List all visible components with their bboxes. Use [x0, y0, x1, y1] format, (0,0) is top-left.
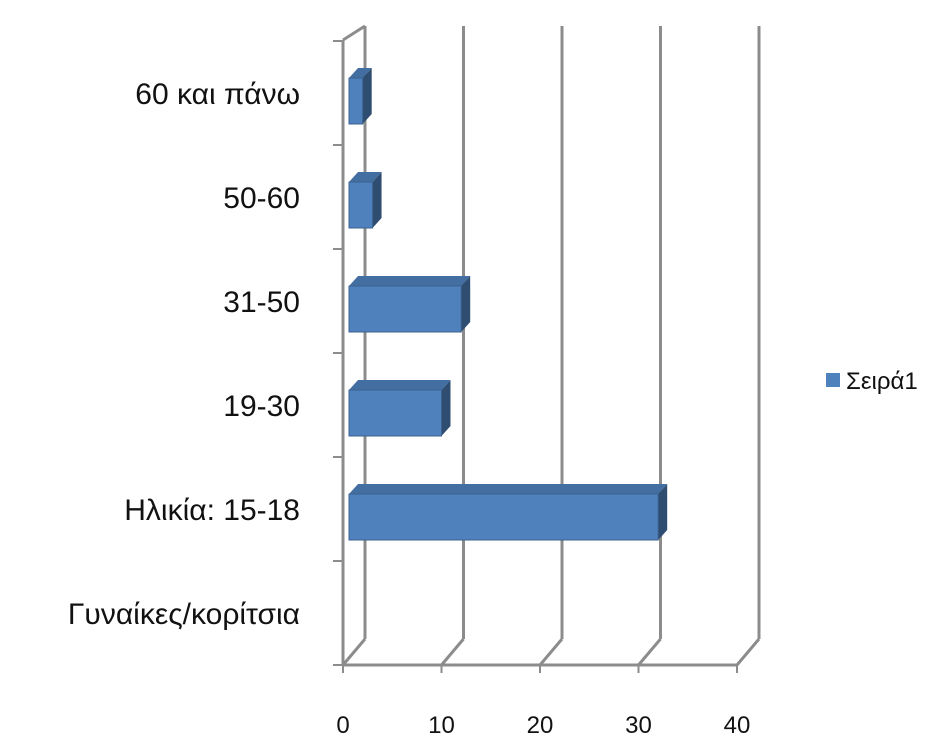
bar-3 — [348, 276, 471, 333]
category-label-3: 31-50 — [223, 286, 300, 319]
bar-top-face — [349, 380, 451, 390]
bar-top-face — [349, 276, 471, 286]
chart-axes — [333, 24, 738, 673]
bar-front-face — [348, 389, 442, 437]
tick-labels: 0 10 20 30 40 — [336, 712, 750, 739]
bar-2 — [348, 380, 451, 437]
bar-top-face — [349, 68, 372, 78]
category-label-4: 50-60 — [223, 182, 300, 215]
category-label-0: Γυναίκες/κορίτσια — [68, 598, 300, 631]
category-label-1: Ηλικία: 15-18 — [124, 494, 300, 527]
x-tick-label-30: 30 — [625, 712, 652, 739]
x-tick-label-0: 0 — [336, 712, 349, 739]
category-label-5: 60 και πάνω — [135, 78, 300, 111]
gridlines — [341, 26, 761, 666]
bars — [348, 68, 668, 541]
bar-4 — [348, 172, 382, 229]
bar-side-face — [461, 276, 471, 332]
left-wall-top — [342, 24, 366, 42]
legend: Σειρά1 — [826, 368, 918, 395]
x-tick-label-40: 40 — [724, 712, 751, 739]
bar-front-face — [348, 77, 364, 125]
floor-line-20 — [538, 638, 564, 666]
floor-line-10 — [440, 638, 465, 666]
bar-top-face — [349, 172, 382, 182]
x-tick-label-10: 10 — [428, 712, 455, 739]
bar-1 — [348, 484, 668, 541]
category-label-2: 19-30 — [223, 390, 300, 423]
legend-label-series1: Σειρά1 — [846, 368, 918, 395]
bar-side-face — [441, 380, 451, 436]
bar-side-face — [372, 172, 382, 228]
bar-top-face — [349, 484, 668, 494]
bar-front-face — [348, 181, 374, 229]
bar-5 — [348, 68, 372, 125]
bar-side-face — [658, 484, 668, 540]
bar-side-face — [362, 68, 372, 124]
legend-swatch-series1 — [826, 373, 840, 387]
floor-line-40 — [735, 638, 761, 666]
category-labels: Γυναίκες/κορίτσια Ηλικία: 15-18 19-30 31-50… — [68, 78, 300, 631]
x-tick-label-20: 20 — [527, 712, 554, 739]
bar-front-face — [348, 493, 659, 541]
floor-line-30 — [637, 638, 662, 666]
bar-front-face — [348, 285, 462, 333]
floor-line-0 — [341, 638, 367, 666]
